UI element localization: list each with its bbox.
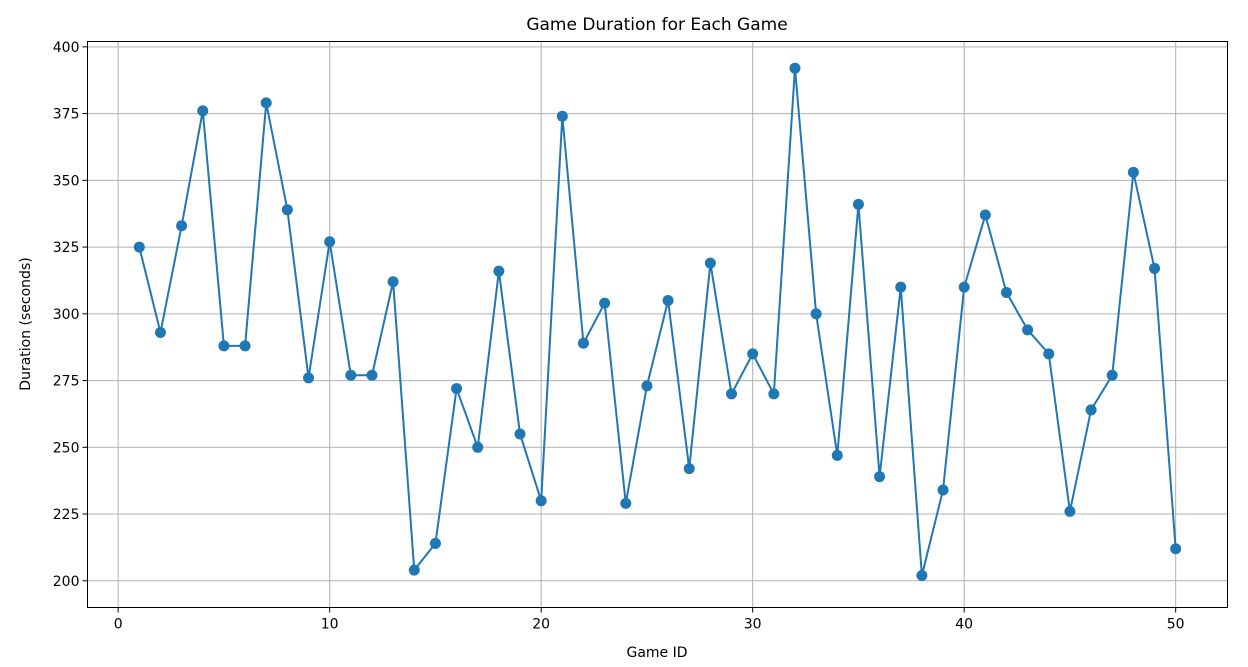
- data-point: [387, 276, 399, 288]
- data-point: [408, 564, 420, 576]
- data-point: [345, 369, 357, 381]
- data-point: [535, 495, 547, 507]
- data-point: [1064, 505, 1076, 517]
- grid-lines: [87, 41, 1228, 608]
- data-point: [366, 369, 378, 381]
- y-axis-ticks: 200 225 250 275 300 325 350 375 400: [53, 40, 88, 590]
- data-point: [154, 327, 166, 339]
- data-point: [303, 372, 315, 384]
- data-point: [556, 110, 568, 122]
- chart-title: Game Duration for Each Game: [526, 15, 787, 35]
- data-point: [324, 236, 336, 248]
- data-point: [768, 388, 780, 400]
- y-tick-label: 275: [53, 374, 80, 390]
- data-point: [493, 265, 505, 277]
- data-point: [704, 257, 716, 269]
- y-tick-label: 350: [53, 173, 80, 189]
- data-point: [831, 449, 843, 461]
- data-point: [281, 204, 293, 216]
- data-point: [895, 281, 907, 293]
- y-tick-label: 300: [53, 307, 80, 323]
- data-point: [451, 383, 463, 395]
- y-tick-label: 250: [53, 440, 80, 456]
- data-point: [577, 337, 589, 349]
- data-markers: [133, 62, 1182, 581]
- data-point: [852, 198, 864, 210]
- data-point: [747, 348, 759, 360]
- data-point: [429, 537, 441, 549]
- data-point: [176, 220, 188, 232]
- data-point: [1000, 286, 1012, 298]
- data-point: [874, 471, 886, 483]
- plot-frame: [87, 41, 1228, 608]
- data-point: [133, 241, 145, 253]
- data-point: [979, 209, 991, 221]
- y-tick-label: 400: [53, 40, 80, 56]
- data-point: [789, 62, 801, 74]
- data-point: [1022, 324, 1034, 336]
- y-tick-label: 225: [53, 507, 80, 523]
- data-point: [1127, 166, 1139, 178]
- x-tick-label: 10: [321, 617, 339, 633]
- data-point: [937, 484, 949, 496]
- data-series: [138, 67, 1177, 577]
- x-axis-label: Game ID: [626, 645, 687, 661]
- y-tick-label: 375: [53, 107, 80, 123]
- x-tick-label: 0: [114, 617, 123, 633]
- x-tick-label: 30: [744, 617, 762, 633]
- data-point: [810, 308, 822, 320]
- y-tick-label: 200: [53, 574, 80, 590]
- data-point: [1043, 348, 1055, 360]
- data-point: [726, 388, 738, 400]
- data-point: [641, 380, 653, 392]
- x-tick-label: 50: [1167, 617, 1185, 633]
- data-point: [1149, 262, 1161, 274]
- data-point: [916, 569, 928, 581]
- data-point: [683, 463, 695, 475]
- data-point: [1170, 543, 1182, 555]
- data-point: [1085, 404, 1097, 416]
- x-tick-label: 20: [532, 617, 550, 633]
- data-point: [958, 281, 970, 293]
- data-point: [662, 294, 674, 306]
- data-point: [599, 297, 611, 309]
- data-point: [472, 441, 484, 453]
- data-point: [1106, 369, 1118, 381]
- x-axis-ticks: 0 10 20 30 40 50: [114, 607, 1185, 633]
- data-point: [620, 497, 632, 509]
- y-tick-label: 325: [53, 240, 80, 256]
- data-point: [260, 97, 272, 109]
- data-point: [197, 105, 209, 117]
- y-axis-label: Duration (seconds): [18, 257, 34, 390]
- data-point: [514, 428, 526, 440]
- series-line: [138, 67, 1177, 577]
- data-point: [239, 340, 251, 352]
- data-point: [218, 340, 230, 352]
- x-tick-label: 40: [955, 617, 973, 633]
